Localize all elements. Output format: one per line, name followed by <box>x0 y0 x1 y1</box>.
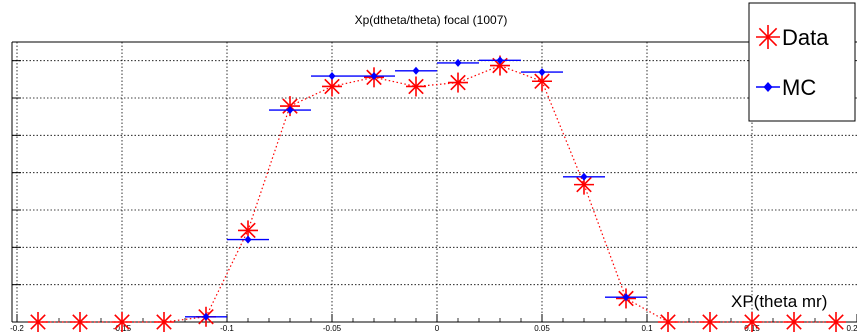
data-point-mc <box>286 106 294 115</box>
data-point-mc <box>580 172 588 181</box>
x-tick-label: 0.1 <box>641 324 653 333</box>
x-axis-label: XP(theta mr) <box>731 292 827 311</box>
data-point-data <box>70 312 90 332</box>
legend-star-stroke <box>758 27 778 47</box>
chart-title: Xp(dtheta/theta) focal (1007) <box>355 13 508 27</box>
legend-marker-data <box>756 25 780 49</box>
data-point-data <box>742 312 762 332</box>
data-point-mc <box>328 72 336 81</box>
data-point-data <box>28 312 48 332</box>
data-point-mc <box>370 72 378 81</box>
data-points <box>28 55 846 332</box>
data-point-data <box>448 72 468 93</box>
data-point-mc <box>244 235 252 244</box>
data-point-mc <box>496 56 504 65</box>
grid <box>12 42 857 322</box>
legend-label-data: Data <box>782 25 829 50</box>
data-point-data <box>574 174 594 195</box>
legend-marker-mc <box>756 82 780 92</box>
x-tick-label: 0.05 <box>534 324 550 333</box>
data-point-data <box>826 312 846 332</box>
x-tick-label: 0.2 <box>846 324 857 333</box>
legend-box <box>748 2 856 122</box>
axes <box>11 41 857 323</box>
data-point-data <box>154 312 174 332</box>
x-tick-label: -0.1 <box>220 324 234 333</box>
data-point-data <box>238 220 258 241</box>
data-point-mc <box>454 58 462 67</box>
legend-label-mc: MC <box>782 75 816 100</box>
data-point-data <box>112 312 132 332</box>
data-point-mc <box>622 293 630 302</box>
data-point-data <box>784 312 804 332</box>
legend-diamond <box>763 82 773 92</box>
legend: Data MC <box>748 2 856 122</box>
data-point-data <box>700 312 720 332</box>
x-tick-label: -0.2 <box>10 324 24 333</box>
data-point-data <box>658 312 678 332</box>
data-point-mc <box>412 66 420 75</box>
x-tick-label: 0 <box>435 324 440 333</box>
x-tick-label: -0.05 <box>323 324 342 333</box>
data-point-mc <box>538 68 546 77</box>
data-point-mc <box>202 312 210 321</box>
data-point-data <box>406 76 426 97</box>
